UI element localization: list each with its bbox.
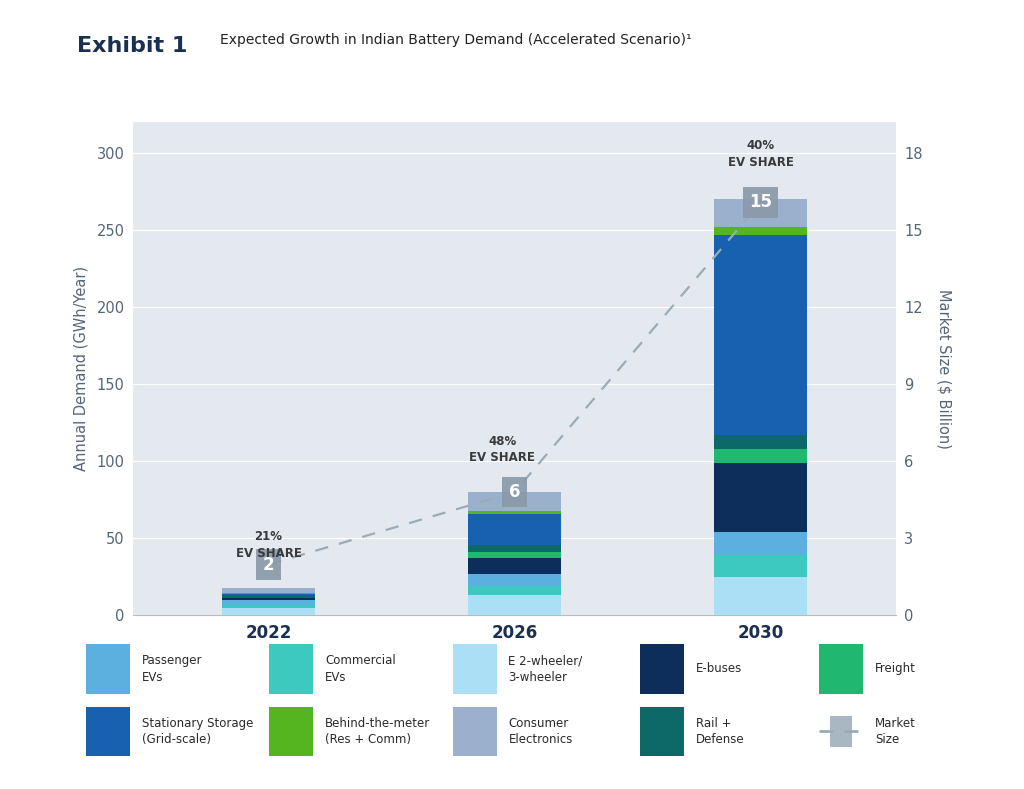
- Bar: [222, 599, 315, 600]
- Text: 21%
EV SHARE: 21% EV SHARE: [236, 530, 301, 560]
- Y-axis label: Market Size ($ Billion): Market Size ($ Billion): [937, 289, 952, 449]
- Y-axis label: Annual Demand (GWh/Year): Annual Demand (GWh/Year): [74, 267, 88, 471]
- Bar: [222, 600, 315, 604]
- Bar: [468, 492, 561, 510]
- Text: 15: 15: [750, 193, 772, 211]
- Bar: [222, 594, 315, 596]
- Bar: [222, 588, 315, 593]
- Text: Freight: Freight: [876, 663, 915, 675]
- Bar: [468, 559, 561, 574]
- FancyBboxPatch shape: [453, 644, 497, 694]
- FancyBboxPatch shape: [453, 707, 497, 756]
- Bar: [714, 577, 807, 615]
- Text: Passenger
EVs: Passenger EVs: [142, 654, 203, 684]
- Text: Market
Size: Market Size: [876, 716, 915, 746]
- Text: 48%
EV SHARE: 48% EV SHARE: [469, 435, 536, 465]
- Text: Expected Growth in Indian Battery Demand (Accelerated Scenario)¹: Expected Growth in Indian Battery Demand…: [220, 33, 692, 47]
- Bar: [222, 608, 315, 615]
- Text: 6: 6: [509, 483, 520, 501]
- FancyBboxPatch shape: [819, 644, 863, 694]
- Bar: [714, 555, 807, 577]
- Text: Behind-the-meter
(Res + Comm): Behind-the-meter (Res + Comm): [326, 716, 430, 746]
- Bar: [714, 200, 807, 227]
- Text: 40%
EV SHARE: 40% EV SHARE: [728, 139, 794, 169]
- Bar: [468, 514, 561, 544]
- Text: E-buses: E-buses: [696, 663, 742, 675]
- Text: E 2-wheeler/
3-wheeler: E 2-wheeler/ 3-wheeler: [509, 654, 583, 684]
- FancyBboxPatch shape: [269, 707, 313, 756]
- FancyBboxPatch shape: [640, 644, 684, 694]
- FancyBboxPatch shape: [269, 644, 313, 694]
- Bar: [468, 544, 561, 552]
- Text: Rail +
Defense: Rail + Defense: [696, 716, 745, 746]
- Bar: [468, 574, 561, 586]
- Bar: [468, 510, 561, 514]
- Bar: [714, 449, 807, 463]
- Bar: [222, 596, 315, 598]
- Bar: [714, 463, 807, 533]
- Bar: [468, 552, 561, 559]
- FancyBboxPatch shape: [86, 644, 130, 694]
- Bar: [714, 235, 807, 435]
- Text: 2: 2: [263, 555, 274, 574]
- Text: Stationary Storage
(Grid-scale): Stationary Storage (Grid-scale): [142, 716, 253, 746]
- FancyBboxPatch shape: [830, 716, 852, 747]
- Bar: [714, 533, 807, 555]
- Text: Commercial
EVs: Commercial EVs: [326, 654, 396, 684]
- Bar: [714, 435, 807, 449]
- Bar: [468, 596, 561, 615]
- Text: Consumer
Electronics: Consumer Electronics: [509, 716, 572, 746]
- FancyBboxPatch shape: [640, 707, 684, 756]
- Bar: [714, 227, 807, 235]
- FancyBboxPatch shape: [86, 707, 130, 756]
- Bar: [222, 604, 315, 608]
- Text: Exhibit 1: Exhibit 1: [77, 36, 187, 55]
- Bar: [468, 586, 561, 596]
